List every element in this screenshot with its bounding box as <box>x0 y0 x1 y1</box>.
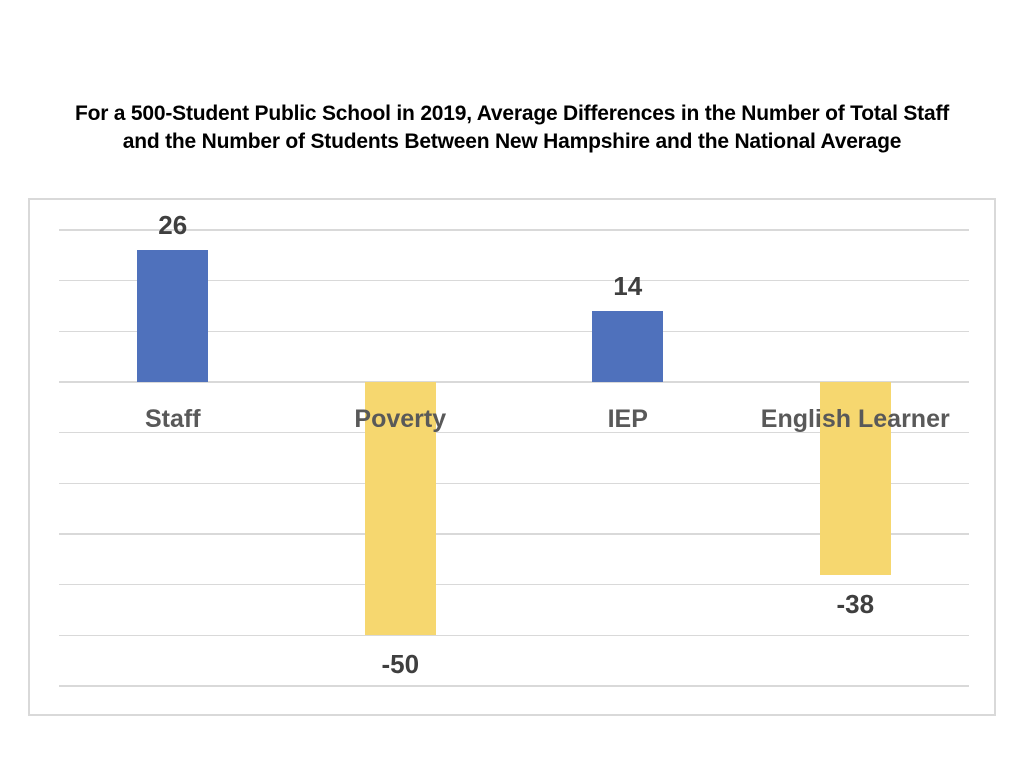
gridline--10 <box>59 431 969 434</box>
category-label-english-learner: English Learner <box>760 405 950 433</box>
gridline-10 <box>59 330 969 333</box>
labels-layer: 26 Staff -50 Poverty 14 IEP -38 English Learner <box>30 200 994 714</box>
gridline-0 <box>59 381 969 383</box>
gridline--30 <box>59 533 969 535</box>
bars-layer <box>30 200 994 714</box>
gridline-30 <box>59 229 969 231</box>
chart-title: For a 500-Student Public School in 2019,… <box>0 100 1024 156</box>
category-label-staff: Staff <box>144 405 201 433</box>
gridline--60 <box>59 685 969 687</box>
bar-iep <box>592 311 664 382</box>
value-label-english-learner: -38 <box>836 588 875 619</box>
chart-title-line2: and the Number of Students Between New H… <box>122 130 902 153</box>
gridline--40 <box>59 583 969 586</box>
value-label-iep: 14 <box>613 271 643 302</box>
gridline--50 <box>59 634 969 637</box>
gridline-20 <box>59 279 969 282</box>
bar-poverty <box>364 382 436 636</box>
bar-chart-panel: 26 Staff -50 Poverty 14 IEP -38 English Learner <box>28 198 996 716</box>
category-label-poverty: Poverty <box>354 405 447 433</box>
value-label-staff: 26 <box>158 210 188 241</box>
gridlines-layer <box>30 200 994 714</box>
bar-english-learner <box>819 382 891 575</box>
value-label-poverty: -50 <box>381 649 420 680</box>
chart-title-line1: For a 500-Student Public School in 2019,… <box>74 102 950 125</box>
category-label-iep: IEP <box>607 405 648 433</box>
bar-staff <box>137 250 209 382</box>
gridline--20 <box>59 482 969 485</box>
